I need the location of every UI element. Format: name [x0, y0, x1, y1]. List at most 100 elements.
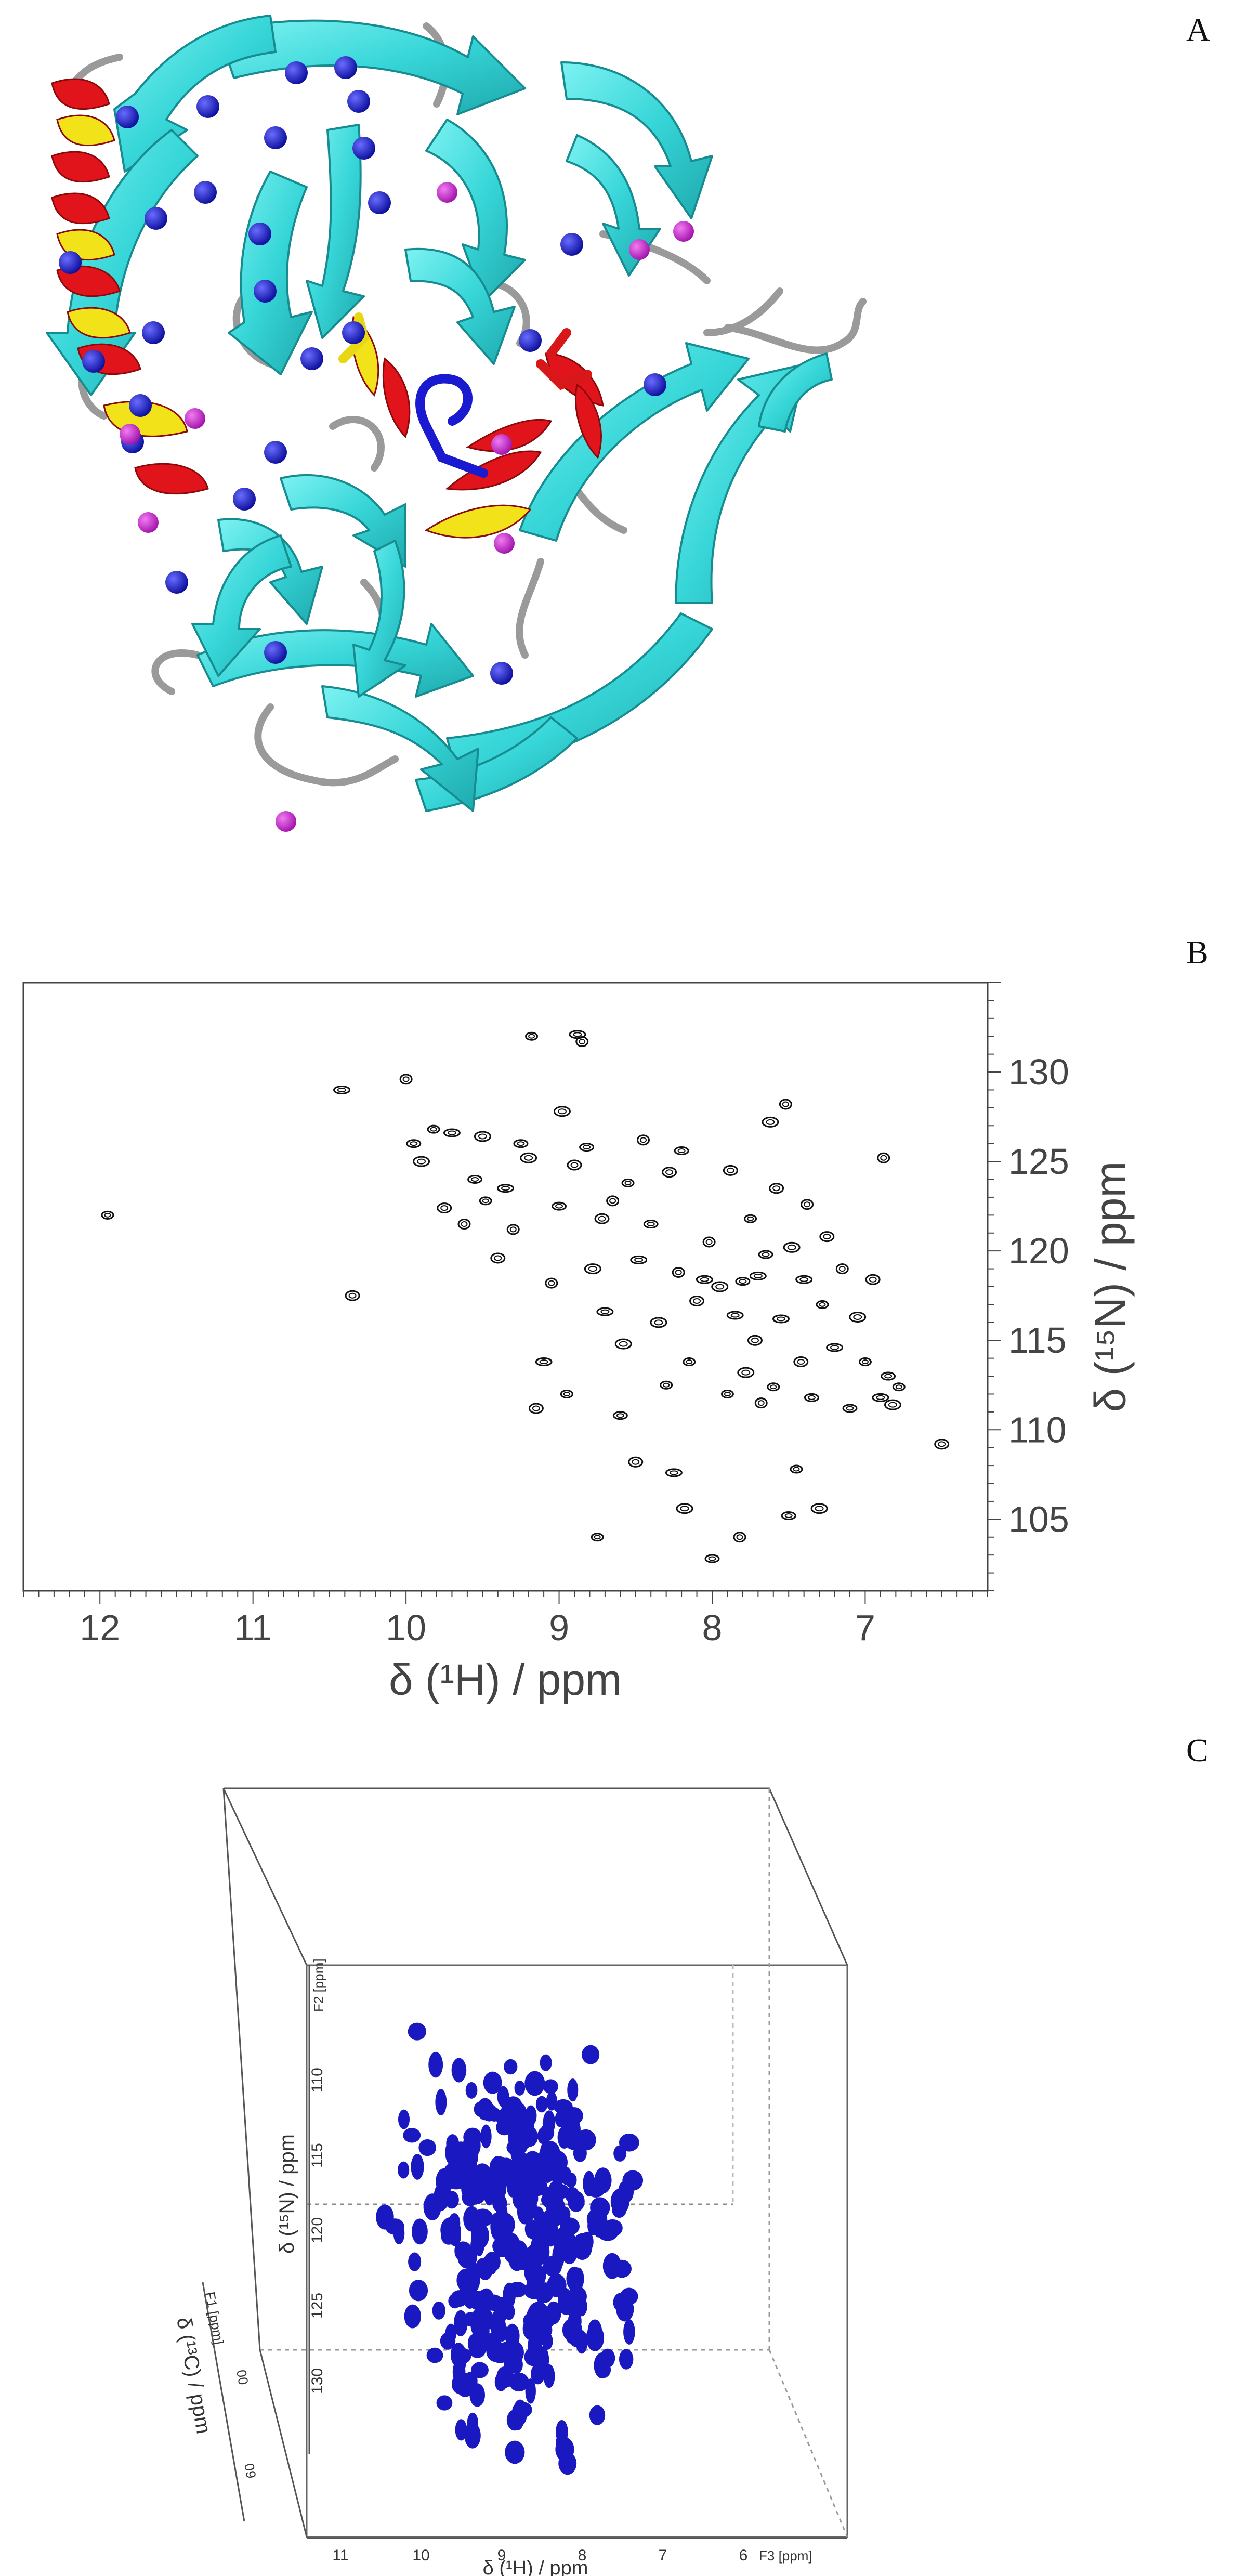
- peak-3d: [488, 2107, 501, 2122]
- peak: [676, 1503, 693, 1514]
- peak: [665, 1468, 683, 1477]
- peak: [737, 1367, 755, 1378]
- peak: [535, 1357, 553, 1367]
- peak-3d: [492, 2194, 507, 2213]
- f1-axis: F1 [ppm] 00 09: [202, 2282, 259, 2522]
- peak: [733, 1532, 746, 1543]
- peak-3d: [469, 2342, 486, 2358]
- f2-axis-tag: F2 [ppm]: [311, 1958, 326, 2012]
- peak-3d: [448, 2293, 462, 2309]
- hncx-3d-spectrum: F2 [ppm] 110 115 120 125 130 δ (¹⁵N) / p…: [172, 1787, 848, 2576]
- z-tick-00: 00: [233, 2369, 252, 2386]
- peak-3d: [566, 2266, 583, 2291]
- peak-contours-3d: [376, 2022, 644, 2475]
- peak-3d: [566, 2107, 583, 2125]
- peak: [513, 1139, 529, 1148]
- peak-3d: [471, 2362, 489, 2378]
- peak-3d: [403, 2128, 421, 2143]
- peak: [552, 1201, 567, 1211]
- peak-3d: [590, 2197, 610, 2219]
- peak: [892, 1382, 906, 1392]
- peak: [650, 1317, 667, 1328]
- peak: [525, 1031, 539, 1041]
- peak-3d: [555, 2437, 574, 2462]
- peak-3d: [612, 2259, 632, 2278]
- y-tick-label: 105: [1008, 1499, 1069, 1539]
- peak-3d: [553, 2157, 565, 2176]
- peak-3d: [398, 2109, 410, 2129]
- peak: [520, 1152, 537, 1163]
- peak: [781, 1511, 796, 1520]
- peak-3d: [491, 2166, 509, 2190]
- peak: [643, 1220, 659, 1229]
- peak-3d: [409, 2279, 428, 2302]
- peak-3d: [537, 2127, 549, 2145]
- side-chain-asp: [536, 328, 592, 390]
- peak: [835, 1263, 849, 1275]
- y-tick-120: 120: [309, 2217, 326, 2243]
- peak-3d: [542, 2332, 553, 2350]
- peak-3d: [376, 2204, 394, 2230]
- peak-3d: [477, 2290, 490, 2309]
- peak-3d: [497, 2086, 509, 2108]
- x-tick-6: 6: [739, 2547, 748, 2564]
- peak: [747, 1335, 763, 1346]
- peak-3d: [529, 2302, 548, 2320]
- peak: [881, 1371, 896, 1381]
- peak: [720, 1389, 734, 1398]
- peak: [754, 1397, 768, 1409]
- peak-3d: [567, 2078, 579, 2102]
- peak-3d: [451, 2058, 467, 2083]
- x-tick-11: 11: [332, 2547, 348, 2564]
- peak-3d: [492, 2296, 511, 2316]
- y-tick-115: 115: [309, 2143, 326, 2168]
- peak: [762, 1116, 779, 1128]
- peak: [506, 1224, 520, 1235]
- x-tick-8: 8: [578, 2547, 587, 2564]
- peak: [758, 1250, 773, 1259]
- peak-3d: [568, 2286, 587, 2307]
- peak: [865, 1274, 881, 1285]
- peak-3d: [455, 2419, 467, 2441]
- peak-3d: [554, 2099, 573, 2114]
- peak-3d: [575, 2129, 596, 2151]
- x-tick-7: 7: [659, 2547, 667, 2564]
- peak: [406, 1139, 422, 1148]
- plot-area-border: [22, 982, 989, 1592]
- peak-3d: [435, 2089, 447, 2115]
- peak-3d: [472, 2208, 493, 2227]
- peak: [772, 1314, 790, 1324]
- peak-3d: [568, 2309, 582, 2333]
- peak-3d: [486, 2340, 506, 2362]
- peak: [683, 1357, 696, 1367]
- peak-3d: [520, 2114, 534, 2138]
- peak: [793, 1356, 809, 1368]
- peak: [630, 1255, 648, 1264]
- peak-3d: [527, 2269, 538, 2294]
- peak-3d: [478, 2259, 493, 2280]
- y-tick-110: 110: [309, 2068, 326, 2093]
- peak-3d: [543, 2079, 558, 2094]
- peak-3d: [546, 2301, 561, 2324]
- f3-axis-tag: F3 [ppm]: [759, 2548, 812, 2564]
- peak-3d: [546, 2091, 558, 2111]
- peak: [672, 1266, 685, 1278]
- peak: [801, 1199, 814, 1210]
- y-tick-label: 115: [1008, 1320, 1067, 1361]
- peak-3d: [525, 2378, 536, 2404]
- peak: [579, 1143, 595, 1152]
- peak-3d: [600, 2348, 615, 2368]
- peak: [826, 1343, 844, 1352]
- peak-3d: [503, 2351, 516, 2371]
- peak-3d: [555, 2230, 575, 2246]
- peak: [819, 1231, 835, 1243]
- peak-3d: [510, 2405, 524, 2430]
- peak: [621, 1178, 635, 1187]
- peak-3d: [618, 2180, 634, 2203]
- x-tick-label: 11: [234, 1607, 272, 1648]
- peak-3d: [524, 2348, 543, 2366]
- peak: [842, 1404, 858, 1413]
- peak: [735, 1277, 751, 1286]
- peak-3d: [436, 2395, 453, 2411]
- peak: [696, 1275, 713, 1284]
